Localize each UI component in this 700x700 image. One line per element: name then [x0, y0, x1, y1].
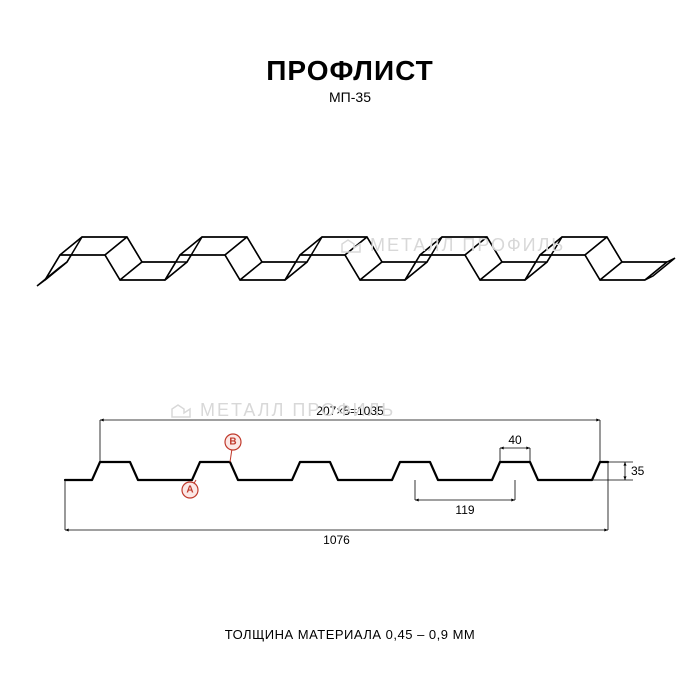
logo-icon	[170, 401, 194, 421]
thickness-label: ТОЛЩИНА МАТЕРИАЛА 0,45 – 0,9 ММ	[225, 627, 476, 642]
page-title: ПРОФЛИСТ	[0, 55, 700, 87]
svg-text:119: 119	[455, 503, 474, 517]
watermark-text: МЕТАЛЛ ПРОФИЛЬ	[200, 400, 395, 421]
page-subtitle: МП-35	[0, 89, 700, 105]
svg-text:40: 40	[508, 433, 522, 447]
svg-text:1076: 1076	[323, 533, 350, 547]
svg-text:35: 35	[631, 464, 645, 478]
logo-icon	[340, 236, 364, 256]
watermark-1: МЕТАЛЛ ПРОФИЛЬ	[340, 235, 565, 256]
header: ПРОФЛИСТ МП-35	[0, 55, 700, 105]
watermark-text: МЕТАЛЛ ПРОФИЛЬ	[370, 235, 565, 256]
svg-text:A: A	[186, 485, 193, 496]
watermark-2: МЕТАЛЛ ПРОФИЛЬ	[170, 400, 395, 421]
svg-text:B: B	[229, 437, 236, 448]
footer: ТОЛЩИНА МАТЕРИАЛА 0,45 – 0,9 ММ	[0, 627, 700, 642]
